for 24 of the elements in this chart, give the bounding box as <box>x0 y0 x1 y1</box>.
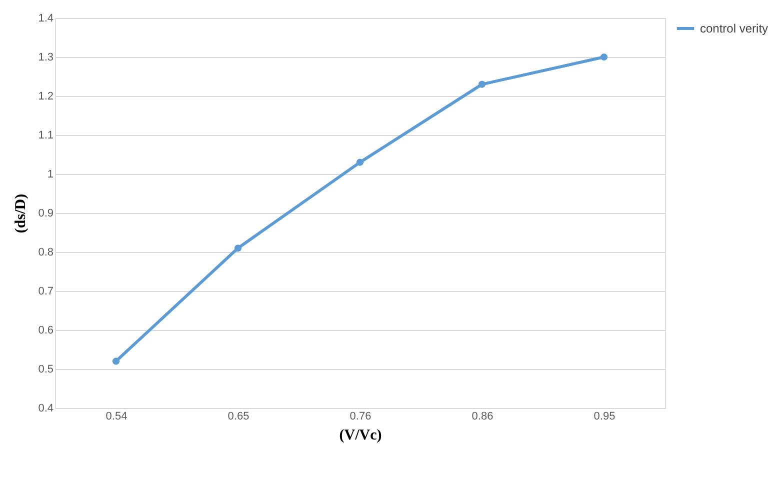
y-tick-label: 0.4 <box>38 402 54 414</box>
y-tick-label: 1.3 <box>38 52 54 64</box>
x-axis-title: (V/Vc) <box>339 428 382 444</box>
y-tick-label: 0.9 <box>38 208 54 220</box>
point <box>478 80 486 88</box>
y-tick-label: 1.1 <box>38 130 54 142</box>
y-tick-label: 0.6 <box>38 324 54 336</box>
x-tick-label: 0.95 <box>594 410 616 422</box>
y-tick-label: 0.8 <box>38 246 54 258</box>
point <box>356 158 364 166</box>
y-tick-label: 0.7 <box>38 286 54 298</box>
point <box>234 244 242 252</box>
y-axis-title: (ds/D) <box>13 194 30 234</box>
x-tick-label: 0.65 <box>228 410 250 422</box>
y-tick-label: 1.4 <box>38 12 54 24</box>
x-tick-label: 0.76 <box>350 410 372 422</box>
y-tick-label: 1 <box>47 168 54 180</box>
x-tick-label: 0.54 <box>106 410 128 422</box>
x-tick-label: 0.86 <box>472 410 494 422</box>
point <box>600 53 608 61</box>
y-tick-label: 0.5 <box>38 364 54 376</box>
legend-label: control verity <box>700 22 768 36</box>
y-tick-label: 1.2 <box>38 90 54 102</box>
point <box>112 358 120 365</box>
